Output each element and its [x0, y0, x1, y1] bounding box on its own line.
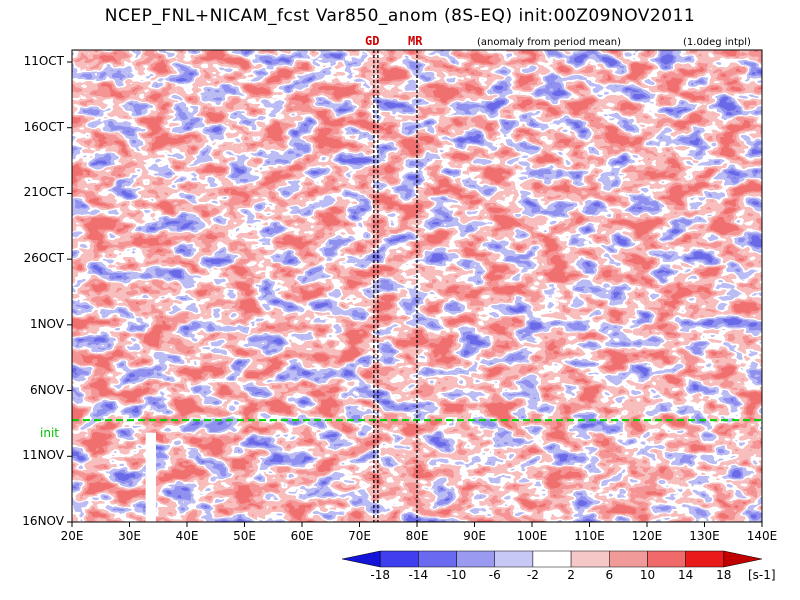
x-tick-label: 40E [175, 529, 199, 543]
x-tick-label: 80E [405, 529, 429, 543]
colorbar-box [532, 550, 572, 568]
colorbar-tick-label: 10 [639, 568, 656, 582]
colorbar-box [341, 550, 381, 568]
colorbar-tick-label: -14 [408, 568, 429, 582]
chart-subtitle-left: (anomaly from period mean) [477, 37, 621, 48]
y-tick-label: 1NOV [29, 316, 64, 331]
init-line-label: init [40, 426, 59, 440]
x-tick-label: 130E [689, 529, 720, 543]
colorbar-box [379, 550, 419, 568]
colorbar-box [609, 550, 648, 568]
colorbar-box [647, 550, 686, 568]
colorbar-tick-label: -10 [446, 568, 467, 582]
colorbar-box [685, 550, 725, 568]
colorbar-box [723, 550, 763, 568]
x-tick-label: 100E [516, 529, 548, 543]
x-tick-label: 50E [233, 529, 256, 543]
colorbar-box [456, 550, 495, 568]
y-tick-label: 16OCT [23, 119, 64, 134]
colorbar-box [494, 550, 534, 568]
y-tick-label: 16NOV [22, 514, 64, 528]
colorbar-unit: [s-1] [748, 568, 776, 582]
marker-label-mr: MR [408, 34, 423, 48]
y-tick-label: 11NOV [22, 448, 64, 463]
missing-data-gap [145, 432, 156, 522]
colorbar-tick-label: -2 [526, 568, 539, 582]
y-tick-label: 21OCT [23, 185, 64, 200]
y-tick-label: 6NOV [29, 382, 64, 397]
marker-label-gd: GD [365, 34, 380, 48]
colorbar-tick-label: -6 [488, 568, 501, 582]
colorbar-tick-label: 14 [677, 568, 694, 582]
colorbar-tick-label: 2 [567, 568, 575, 582]
colorbar-box [418, 550, 457, 568]
x-tick-label: 120E [631, 529, 663, 543]
colorbar-tick-label: 18 [716, 568, 732, 582]
x-tick-label: 90E [463, 529, 486, 543]
x-tick-label: 70E [348, 529, 371, 543]
colorbar-tick-label: -18 [370, 568, 390, 582]
colorbar-box [570, 550, 610, 568]
chart-title: NCEP_FNL+NICAM_fcst Var850_anom (8S-EQ) … [104, 6, 696, 26]
x-tick-label: 30E [118, 529, 141, 543]
x-tick-label: 140E [746, 529, 778, 543]
x-tick-label: 20E [60, 529, 84, 543]
x-tick-label: 60E [290, 529, 314, 543]
chart-subtitle-right: (1.0deg intpl) [683, 37, 751, 48]
x-tick-label: 110E [574, 529, 605, 543]
y-tick-label: 26OCT [23, 251, 64, 266]
y-tick-label: 11OCT [23, 54, 64, 68]
colorbar-tick-label: 6 [605, 568, 614, 582]
